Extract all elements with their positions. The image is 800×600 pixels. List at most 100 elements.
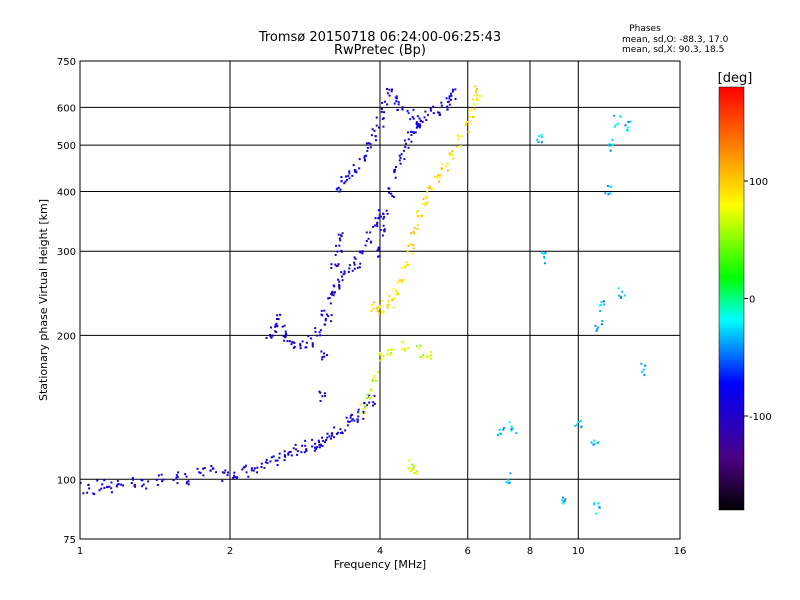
data-point	[429, 355, 432, 358]
data-point	[412, 465, 415, 468]
data-point	[580, 426, 583, 429]
data-point	[316, 334, 319, 337]
data-point	[358, 167, 361, 170]
data-point	[358, 412, 361, 415]
data-point	[324, 317, 327, 320]
data-point	[407, 467, 410, 470]
data-point	[336, 264, 339, 267]
data-point	[599, 303, 602, 306]
data-point	[348, 172, 351, 175]
data-point	[156, 483, 159, 486]
data-point	[377, 312, 380, 315]
chart-title: Tromsø 20150718 06:24:00-06:25:43	[258, 30, 501, 45]
data-point	[134, 485, 137, 488]
y-tick-label: 300	[57, 247, 76, 258]
data-point	[380, 215, 383, 218]
data-point	[562, 500, 565, 503]
data-point	[477, 99, 480, 102]
data-point	[226, 474, 229, 477]
data-point	[304, 444, 307, 447]
data-point	[103, 486, 106, 489]
data-point	[373, 301, 376, 304]
data-point	[393, 170, 396, 173]
data-point	[600, 301, 603, 304]
data-point	[593, 501, 596, 504]
data-point	[326, 432, 329, 435]
data-point	[366, 146, 369, 149]
x-axis-label: Frequency [MHz]	[334, 558, 426, 571]
data-point	[301, 444, 304, 447]
data-point	[536, 138, 539, 141]
data-point	[416, 223, 419, 226]
data-point	[574, 424, 577, 427]
colorbar-tick-label: 0	[749, 295, 755, 306]
data-point	[602, 300, 605, 303]
data-point	[380, 357, 383, 360]
data-point	[370, 304, 373, 307]
data-point	[543, 262, 546, 265]
data-point	[598, 505, 601, 508]
data-point	[417, 122, 420, 125]
data-point	[345, 416, 348, 419]
data-point	[404, 142, 407, 145]
data-point	[595, 330, 598, 333]
data-point	[339, 428, 342, 431]
data-point	[288, 340, 291, 343]
data-point	[409, 243, 412, 246]
data-point	[418, 117, 421, 120]
data-point	[411, 252, 414, 255]
data-point	[621, 290, 624, 293]
data-point	[426, 113, 429, 116]
data-point	[351, 174, 354, 177]
x-tick-label: 2	[227, 546, 233, 557]
data-point	[408, 459, 411, 462]
data-point	[311, 445, 314, 448]
data-point	[325, 439, 328, 442]
data-point	[253, 467, 256, 470]
data-point	[452, 157, 455, 160]
data-point	[376, 306, 379, 309]
data-point	[370, 134, 373, 137]
data-point	[542, 253, 545, 256]
data-point	[387, 300, 390, 303]
data-point	[511, 427, 514, 430]
data-point	[608, 143, 611, 146]
data-point	[145, 487, 148, 490]
data-point	[391, 299, 394, 302]
data-point	[454, 88, 457, 91]
data-point	[323, 392, 326, 395]
data-point	[270, 456, 273, 459]
data-point	[336, 250, 339, 253]
data-point	[288, 451, 291, 454]
data-point	[322, 439, 325, 442]
data-point	[265, 458, 268, 461]
data-point	[410, 468, 413, 471]
data-point	[110, 487, 113, 490]
data-point	[344, 180, 347, 183]
data-point	[175, 474, 178, 477]
data-point	[325, 313, 328, 316]
data-point	[334, 253, 337, 256]
data-point	[640, 362, 643, 365]
data-point	[244, 464, 247, 467]
data-point	[414, 131, 417, 134]
data-point	[321, 358, 324, 361]
data-point	[407, 264, 410, 267]
data-point	[329, 302, 332, 305]
data-point	[270, 336, 273, 339]
data-point	[321, 436, 324, 439]
data-point	[317, 439, 320, 442]
data-point	[429, 109, 432, 112]
data-point	[404, 146, 407, 149]
data-point	[162, 478, 165, 481]
data-point	[301, 340, 304, 343]
data-point	[131, 476, 134, 479]
data-point	[383, 228, 386, 231]
data-point	[331, 293, 334, 296]
data-point	[210, 465, 213, 468]
data-point	[366, 393, 369, 396]
data-point	[348, 267, 351, 270]
data-point	[110, 491, 113, 494]
data-point	[367, 142, 370, 145]
data-point	[319, 444, 322, 447]
